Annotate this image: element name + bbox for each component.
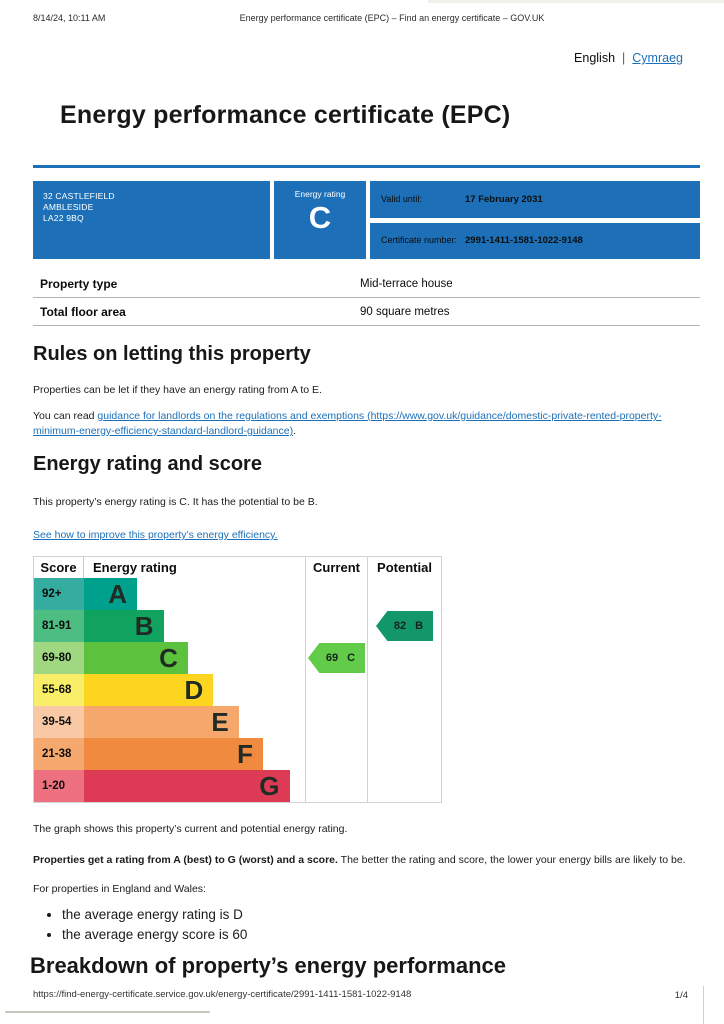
valid-until-value: 17 February 2031 xyxy=(465,193,543,205)
chart-header-rating: Energy rating xyxy=(93,560,177,575)
rating-section: Energy rating and score This property’s … xyxy=(33,453,683,541)
improve-link-paragraph: See how to improve this property’s energ… xyxy=(33,529,683,541)
energy-rating-box: Energy rating C xyxy=(274,181,366,259)
rating-explainer-lead: Properties get a rating from A (best) to… xyxy=(33,854,338,866)
band-letter: G xyxy=(259,771,280,801)
address-line-1: 32 CASTLEFIELD xyxy=(43,191,115,201)
band-score-range: 1-20 xyxy=(34,770,84,802)
band-row-g: 1-20 G xyxy=(34,770,441,802)
print-timestamp: 8/14/24, 10:11 AM xyxy=(33,13,106,23)
current-rating-arrow: 69 C xyxy=(308,643,365,673)
list-item: the average energy rating is D xyxy=(62,905,693,925)
epc-rating-chart: Score Energy rating Current Potential 92… xyxy=(33,556,442,803)
property-facts-table: Property type Mid-terrace house Total fl… xyxy=(33,270,700,326)
graph-note: The graph shows this property’s current … xyxy=(33,823,348,835)
band-row-e: 39-54 E xyxy=(34,706,441,738)
band-letter: F xyxy=(237,739,253,769)
list-item: the average energy score is 60 xyxy=(62,925,693,945)
band-score-range: 21-38 xyxy=(34,738,84,770)
band-score-range: 92+ xyxy=(34,578,84,610)
rating-explainer-rest: The better the rating and score, the low… xyxy=(337,854,686,866)
address-line-3: LA22 9BQ xyxy=(43,213,84,223)
property-type-label: Property type xyxy=(40,276,118,291)
band-row-c: 69-80 C 69 C xyxy=(34,642,441,674)
band-letter: A xyxy=(108,579,128,609)
improve-efficiency-link[interactable]: See how to improve this property’s energ… xyxy=(33,529,278,541)
potential-letter: B xyxy=(415,620,424,632)
averages-list: the average energy rating is D the avera… xyxy=(62,905,693,945)
band-row-d: 55-68 D xyxy=(34,674,441,706)
band-letter: E xyxy=(211,707,229,737)
certificate-number-label: Certificate number: xyxy=(381,235,458,246)
table-row: Total floor area 90 square metres xyxy=(33,298,700,326)
band-letter: B xyxy=(134,611,154,641)
chart-header-current: Current xyxy=(305,557,367,578)
certificate-details: Valid until: 17 February 2031 Certificat… xyxy=(370,181,700,259)
chart-header-score: Score xyxy=(34,557,84,578)
certificate-number-value: 2991-1411-1581-1022-9148 xyxy=(465,235,583,247)
table-row: Property type Mid-terrace house xyxy=(33,270,700,298)
print-footer-page-number: 1/4 xyxy=(674,990,688,1001)
chart-explanation: The graph shows this property’s current … xyxy=(33,822,693,945)
print-doc-title: Energy performance certificate (EPC) – F… xyxy=(239,13,545,23)
floor-area-label: Total floor area xyxy=(40,304,126,319)
rules-heading: Rules on letting this property xyxy=(33,343,311,365)
property-type-value: Mid-terrace house xyxy=(360,277,453,290)
scan-artifact-top xyxy=(428,0,724,3)
scan-artifact-line xyxy=(5,1011,210,1013)
valid-until-row: Valid until: 17 February 2031 xyxy=(370,181,700,218)
breakdown-heading: Breakdown of property’s energy performan… xyxy=(30,953,506,978)
rules-section: Rules on letting this property Propertie… xyxy=(33,343,683,439)
averages-intro: For properties in England and Wales: xyxy=(33,883,206,895)
language-switcher: English | Cymraeg xyxy=(574,51,683,65)
band-letter: D xyxy=(184,675,204,705)
current-letter: C xyxy=(347,652,356,664)
print-footer-url: https://find-energy-certificate.service.… xyxy=(33,989,412,1000)
rules-guidance-paragraph: You can read guidance for landlords on t… xyxy=(33,409,683,439)
band-score-range: 55-68 xyxy=(34,674,84,706)
rules-paragraph: Properties can be let if they have an en… xyxy=(33,384,322,396)
chart-header-potential: Potential xyxy=(367,557,441,578)
page-title: Energy performance certificate (EPC) xyxy=(60,101,511,129)
rating-heading: Energy rating and score xyxy=(33,453,262,475)
band-score-range: 39-54 xyxy=(34,706,84,738)
certificate-summary-banner: 32 CASTLEFIELD AMBLESIDE LA22 9BQ Energy… xyxy=(33,181,700,259)
band-row-a: 92+ A xyxy=(34,578,441,610)
band-row-f: 21-38 F xyxy=(34,738,441,770)
address-line-2: AMBLESIDE xyxy=(43,202,94,212)
potential-score: 82 xyxy=(393,620,407,632)
landlord-guidance-link[interactable]: guidance for landlords on the regulation… xyxy=(33,410,662,437)
potential-rating-arrow: 82 B xyxy=(376,611,433,641)
guidance-text-suffix: . xyxy=(293,425,297,437)
energy-rating-label: Energy rating xyxy=(294,189,346,199)
energy-rating-value: C xyxy=(308,200,332,235)
language-separator: | xyxy=(622,51,626,65)
header-divider-rule xyxy=(33,165,700,168)
language-current: English xyxy=(574,51,616,65)
rating-paragraph: This property’s energy rating is C. It h… xyxy=(33,496,318,508)
floor-area-value: 90 square metres xyxy=(360,305,450,318)
band-score-range: 69-80 xyxy=(34,642,84,674)
guidance-text-prefix: You can read xyxy=(33,410,98,422)
band-letter: C xyxy=(159,643,178,673)
band-score-range: 81-91 xyxy=(34,610,84,642)
language-link-cymraeg[interactable]: Cymraeg xyxy=(632,51,683,65)
certificate-number-row: Certificate number: 2991-1411-1581-1022-… xyxy=(370,222,700,259)
property-address: 32 CASTLEFIELD AMBLESIDE LA22 9BQ xyxy=(33,181,270,259)
current-score: 69 xyxy=(325,652,339,664)
band-row-b: 81-91 B 82 B xyxy=(34,610,441,642)
chart-header-row: Score Energy rating Current Potential xyxy=(34,557,441,578)
scan-artifact-edge xyxy=(703,986,704,1024)
rating-explainer: Properties get a rating from A (best) to… xyxy=(33,853,693,868)
valid-until-label: Valid until: xyxy=(381,193,422,204)
